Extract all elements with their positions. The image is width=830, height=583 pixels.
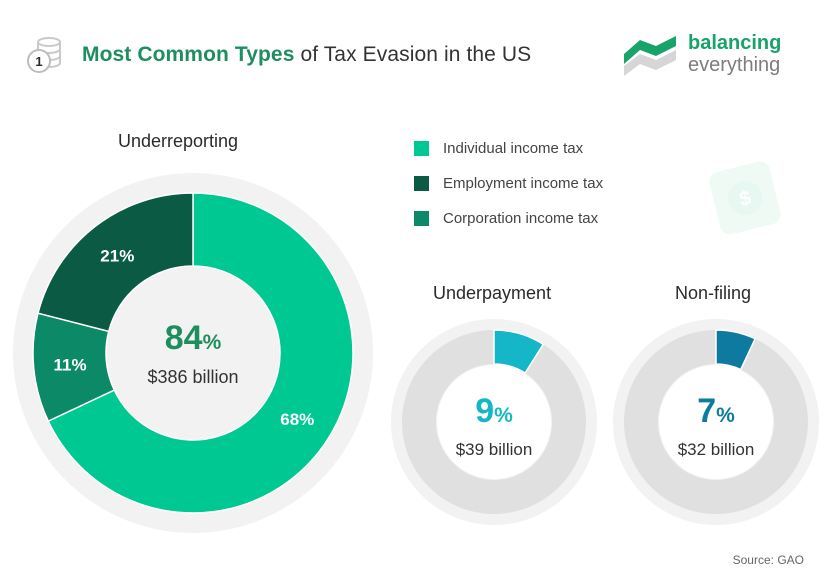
slice-label-employment: 21%	[100, 246, 134, 265]
underpayment-center-unit: %	[494, 404, 513, 427]
underreporting-center-value: 84%	[165, 319, 222, 357]
chart-title-nonfiling: Non-filing	[675, 283, 752, 303]
underreporting-center-unit: %	[203, 331, 222, 354]
underpayment-track	[401, 330, 586, 514]
nonfiling-center-unit: %	[716, 404, 735, 427]
nonfiling-center-sub: $32 billion	[678, 440, 755, 459]
legend-label: Individual income tax	[443, 140, 584, 157]
slice-label-corporation: 11%	[54, 356, 87, 375]
brand-logo: balancing everything	[622, 32, 781, 76]
svg-text:$: $	[737, 187, 753, 211]
badge-number: 1	[35, 54, 42, 69]
nonfiling-track	[623, 330, 808, 514]
page-title: Most Common Types of Tax Evasion in the …	[82, 43, 531, 67]
underpayment-donut: 9%$39 billion	[391, 319, 597, 525]
nonfiling-hole	[659, 365, 773, 479]
chart-title-underpayment: Underpayment	[433, 283, 552, 303]
money-decoration-icon: $	[709, 161, 781, 235]
balancing-everything-logo-icon	[624, 36, 676, 76]
underpayment-hole	[437, 365, 551, 479]
slice-individual	[47, 192, 354, 514]
legend-label: Corporation income tax	[443, 210, 599, 227]
underpayment-slice	[493, 329, 545, 375]
title-strong: Most Common Types	[82, 43, 295, 66]
legend-swatch-employment	[414, 176, 429, 191]
brand-line1: balancing	[688, 32, 782, 54]
underpayment-center-sub: $39 billion	[456, 440, 533, 459]
coins-icon: 1	[27, 37, 61, 73]
legend-label: Employment income tax	[443, 175, 604, 192]
nonfiling-donut: 7%$32 billion	[613, 319, 819, 525]
title-rest: of Tax Evasion in the US	[300, 43, 532, 66]
slice-label-individual: 68%	[280, 410, 314, 429]
brand-line2: everything	[688, 54, 781, 76]
legend: Individual income tax Employment income …	[414, 131, 603, 236]
chart-title-underreporting: Underreporting	[118, 131, 239, 151]
slice-employment	[37, 192, 194, 333]
source-note: Source: GAO	[732, 553, 804, 567]
legend-item-individual: Individual income tax	[414, 131, 603, 166]
legend-swatch-individual	[414, 141, 429, 156]
underreporting-center-sub: $386 billion	[147, 367, 238, 387]
legend-swatch-corporation	[414, 211, 429, 226]
legend-item-employment: Employment income tax	[414, 166, 603, 201]
header: 1 Most Common Types of Tax Evasion in th…	[22, 32, 531, 78]
legend-item-corporation: Corporation income tax	[414, 201, 603, 236]
underreporting-donut: 68% 11% 21% 84% $386 billion	[13, 173, 373, 533]
nonfiling-slice	[715, 329, 757, 371]
